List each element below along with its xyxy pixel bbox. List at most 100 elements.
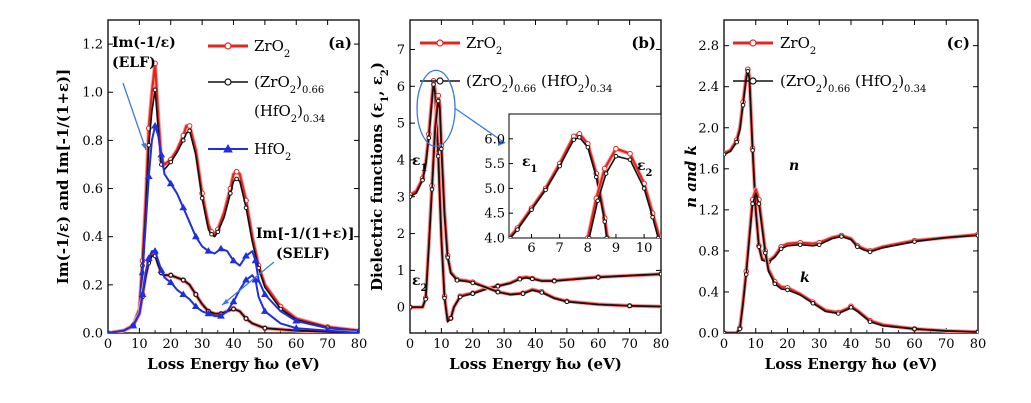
c-series-point: [745, 69, 751, 74]
b-inset-series-point: [515, 227, 520, 232]
b-series-point: [454, 278, 460, 283]
b-series-point: [470, 291, 476, 296]
b-inset-series-point: [603, 171, 609, 176]
c-x-tick-label: 20: [779, 337, 796, 352]
c-legend-label-zro2-part: ZrO: [780, 34, 810, 52]
b-series-point: [431, 82, 436, 87]
c-series-point: [750, 148, 755, 153]
c-series-point: [772, 281, 778, 287]
b-legend-label-mix-part: 2: [502, 84, 508, 95]
b-series-point: [420, 177, 425, 183]
b-y-tick-label: 7: [397, 43, 405, 58]
a-series-point: [292, 324, 301, 331]
a-series-point: [191, 302, 200, 310]
c-y-tick-label: 1.2: [698, 203, 719, 218]
c-series-point: [750, 201, 755, 206]
c-series-point: [975, 329, 978, 333]
c-x-tick-label: 70: [938, 337, 955, 352]
b-x-tick-label: 50: [559, 337, 576, 352]
c-x-tick-label: 80: [970, 337, 987, 352]
b-y-tick-label: 3: [397, 190, 405, 205]
b-series-point: [495, 289, 501, 295]
b-annotation-eps1-part: ε: [412, 153, 421, 169]
b-panel-letter: (b): [631, 34, 656, 52]
c-panel-letter: (c): [947, 34, 970, 52]
b-legend-label-mix-part: (ZrO: [466, 72, 502, 90]
b-x-tick-label: 60: [590, 337, 607, 352]
c-x-tick-label: 40: [843, 337, 860, 352]
a-annotation-arrowhead-self: [222, 299, 229, 305]
c-legend-label-mix-part: (ZrO: [780, 72, 816, 90]
b-legend-label-mix-part: 0.34: [590, 84, 612, 95]
b-annotation-eps2: ε2: [412, 273, 428, 294]
a-series-point: [231, 306, 236, 312]
a-series-point: [229, 256, 238, 264]
a-series-point: [243, 205, 249, 211]
c-series-point: [867, 319, 873, 325]
b-inset-x-tick-label: 10: [636, 241, 653, 256]
b-series-point: [457, 294, 463, 300]
c-series-point: [836, 311, 841, 316]
b-y-tick-label: 2: [397, 227, 405, 242]
c-legend-label-mix-part: (HfO: [850, 72, 892, 90]
a-series-point: [234, 176, 239, 182]
b-inset-series-point: [601, 165, 608, 172]
b-inset-series-point: [595, 198, 600, 204]
b-legend-label-mix: (ZrO2)0.66 (HfO2)0.34: [466, 72, 612, 95]
b-inset-annotation-eps2-part: 2: [646, 168, 653, 179]
b-legend-label-mix-part: ): [584, 72, 590, 90]
c-x-tick-label: 60: [906, 337, 923, 352]
b-y-axis-label-part: Dielectric functions (ε: [368, 103, 386, 291]
c-y-tick-label: 0.4: [698, 285, 719, 300]
a-series-point: [217, 244, 225, 252]
b-series-point: [564, 299, 570, 305]
a-series-point: [187, 128, 192, 134]
b-inset-series-point: [529, 207, 534, 213]
b-series-point: [517, 276, 523, 282]
b-inset-series-point: [613, 145, 619, 152]
a-legend-marker: [224, 42, 232, 50]
a-legend-label-hfo2-part: HfO: [254, 140, 285, 158]
a-series-point: [233, 168, 240, 175]
b-legend-label-mix-part: 0.66: [514, 84, 536, 95]
a-series-point: [168, 272, 174, 278]
a-annotation-arrowhead-elf: [141, 143, 146, 150]
a-series-point: [151, 121, 159, 129]
a-x-tick-label: 50: [257, 337, 274, 352]
c-series-point: [785, 287, 790, 293]
a-series-point: [179, 290, 188, 297]
a-series-point: [251, 276, 260, 283]
a-legend-label-zro2: ZrO2: [254, 37, 290, 60]
b-inset-series-point: [613, 153, 619, 159]
a-legend-label-mix-part: 0.66: [302, 85, 324, 96]
b-inset-annotation-eps1-part: ε: [522, 154, 531, 170]
c-legend-label-zro2: ZrO2: [780, 34, 816, 57]
b-inset-series-point: [543, 187, 548, 193]
b-inset-annotation-eps2: ε2: [637, 158, 653, 179]
a-legend-marker: [223, 143, 233, 153]
b-zoom-connector: [454, 107, 506, 144]
b-inset-annotation-eps1: ε1: [522, 154, 537, 175]
a-y-axis-label: Im(-1/ε) and Im[-1/(1+ε)]: [54, 69, 72, 284]
b-inset-series-point: [627, 150, 633, 157]
b-inset-series-point: [604, 235, 609, 238]
a-series-point: [152, 87, 158, 93]
b-series-point: [539, 290, 545, 295]
c-series-point: [762, 250, 768, 256]
a-series-line: [108, 252, 359, 333]
a-series-point: [204, 247, 213, 254]
a-series-point: [166, 278, 175, 285]
a-series-point: [181, 277, 186, 283]
c-y-tick-label: 0.0: [698, 327, 719, 342]
a-y-tick-label: 0.2: [82, 278, 103, 293]
c-series-point: [867, 249, 873, 255]
c-series-point: [740, 102, 746, 108]
c-x-axis-label: Loss Energy ħω (eV): [765, 355, 938, 373]
c-y-tick-label: 2.8: [698, 39, 719, 54]
a-annotation-elf-paren: (ELF): [112, 55, 156, 71]
c-legend-label-zro2-part: 2: [810, 46, 816, 57]
c-annotation-k: k: [800, 270, 810, 286]
c-series-point: [778, 246, 784, 252]
a-series-point: [228, 191, 233, 196]
a-series-point: [138, 290, 147, 297]
